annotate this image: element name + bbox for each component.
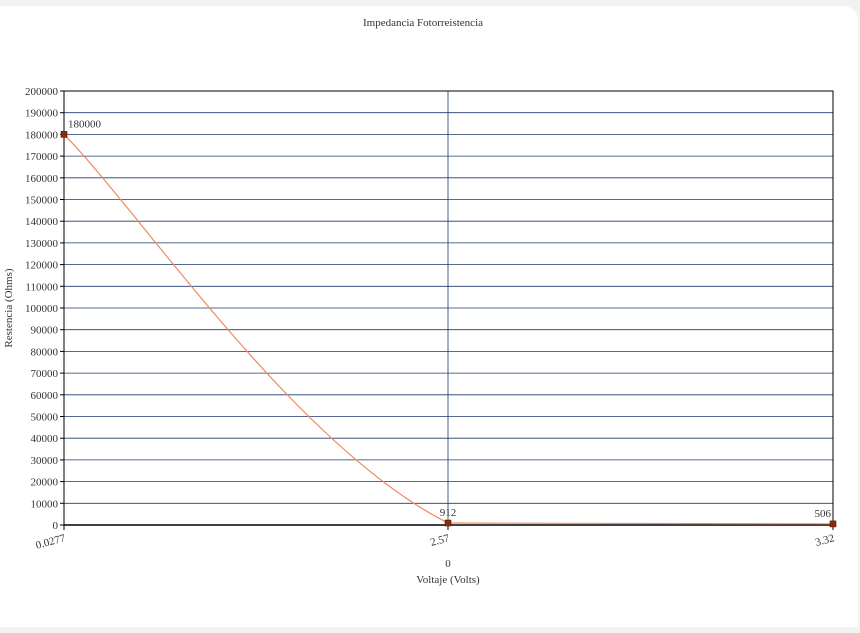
y-tick-label: 200000 — [25, 86, 59, 98]
y-tick-label: 0 — [53, 520, 59, 532]
y-tick-label: 160000 — [25, 173, 59, 185]
y-tick-label: 110000 — [25, 281, 58, 293]
data-point-marker — [829, 520, 837, 528]
y-tick-label: 140000 — [25, 216, 59, 228]
chart-title: Impedancia Fotorreistencia — [363, 17, 483, 29]
y-tick-label: 100000 — [25, 303, 59, 315]
x-axis-title: Voltaje (Volts) — [416, 574, 480, 586]
y-tick-label: 170000 — [25, 151, 59, 163]
x-tick-label: 2.57 — [429, 532, 451, 549]
x-tick-label: 0.0277 — [34, 532, 67, 552]
y-tick-label: 60000 — [31, 390, 59, 402]
chart-svg: 0 10000 20000 30000 40000 50000 60000 70000 8000… — [3, 17, 837, 586]
x-axis-ticks: 0.0277 2.57 3.32 — [34, 525, 836, 552]
data-label: 506 — [815, 508, 832, 520]
y-tick-label: 50000 — [31, 412, 59, 424]
grid-lines — [63, 90, 834, 526]
y-axis-title: Restencia (Ohms) — [3, 268, 15, 347]
y-tick-label: 70000 — [31, 368, 59, 380]
y-tick-label: 180000 — [25, 129, 59, 141]
series-line — [63, 133, 834, 525]
y-tick-label: 190000 — [25, 108, 59, 120]
data-label: 912 — [440, 507, 457, 519]
y-tick-label: 30000 — [31, 455, 59, 467]
data-point-marker — [60, 131, 68, 138]
y-tick-label: 20000 — [31, 477, 59, 489]
x-axis-extra-label: 0 — [445, 558, 451, 570]
x-tick-label: 3.32 — [814, 532, 836, 549]
y-tick-label: 80000 — [31, 346, 59, 358]
y-tick-label: 90000 — [31, 325, 59, 337]
y-tick-label: 40000 — [31, 433, 59, 445]
y-tick-label: 120000 — [25, 260, 59, 272]
series-layer: 180000 912 506 — [60, 118, 837, 528]
data-label: 180000 — [68, 118, 102, 130]
data-point-marker — [444, 519, 452, 527]
y-tick-label: 150000 — [25, 195, 59, 207]
chart-panel: 0 10000 20000 30000 40000 50000 60000 70000 8000… — [0, 6, 858, 627]
y-axis-ticks: 0 10000 20000 30000 40000 50000 60000 70000 8000… — [25, 86, 64, 532]
y-tick-label: 10000 — [31, 498, 59, 510]
y-tick-label: 130000 — [25, 238, 59, 250]
